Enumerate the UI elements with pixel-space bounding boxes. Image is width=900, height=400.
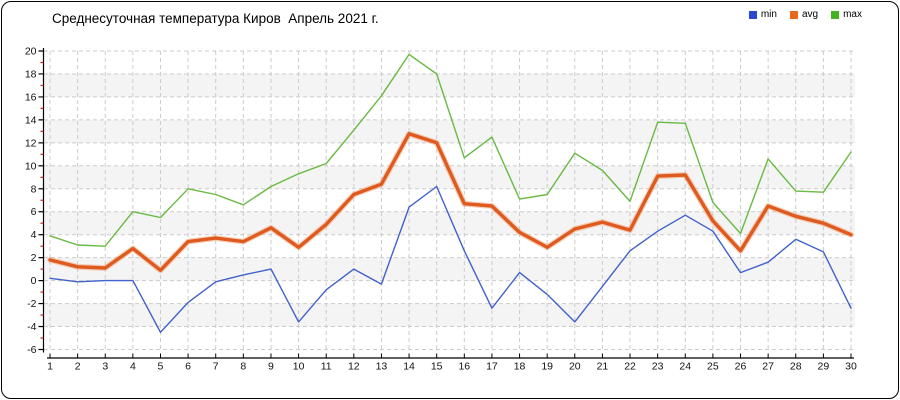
x-tick-label: 29 — [818, 361, 830, 373]
legend-label-avg: avg — [801, 9, 819, 20]
y-tick-label: 20 — [25, 46, 37, 58]
min-swatch-icon — [748, 11, 757, 19]
x-tick-label: 24 — [679, 361, 691, 373]
x-tick-label: 26 — [735, 361, 747, 373]
legend-item-max[interactable]: max — [831, 10, 862, 20]
y-tick-label: 16 — [25, 91, 37, 103]
x-tick-label: 7 — [213, 361, 219, 373]
x-tick-label: 1 — [47, 361, 53, 373]
x-tick-label: 12 — [348, 361, 360, 373]
x-tick-label: 28 — [790, 361, 802, 373]
x-tick-label: 6 — [185, 361, 191, 373]
y-tick-label: 2 — [31, 252, 37, 264]
x-tick-label: 19 — [541, 361, 553, 373]
x-tick-label: 22 — [624, 361, 636, 373]
x-tick-label: 13 — [376, 361, 388, 373]
series-halo-avg — [47, 130, 854, 274]
legend: min avg max — [748, 9, 862, 20]
x-tick-label: 10 — [293, 361, 305, 373]
avg-swatch-icon — [789, 11, 798, 19]
x-tick-label: 4 — [130, 361, 136, 373]
y-tick-label: -4 — [27, 321, 36, 333]
y-tick-label: 12 — [25, 137, 37, 149]
legend-label-min: min — [760, 9, 777, 20]
series-line-max — [49, 53, 852, 247]
x-tick-label: 20 — [569, 361, 581, 373]
x-tick-label: 2 — [75, 361, 81, 373]
x-tick-label: 15 — [431, 361, 443, 373]
y-tick-label: 8 — [31, 183, 37, 195]
plot-band — [44, 303, 855, 327]
y-tick-label: 18 — [25, 68, 37, 80]
legend-item-min[interactable]: min — [748, 9, 777, 20]
plot-band — [44, 211, 855, 235]
x-tick-label: 27 — [762, 361, 774, 373]
plot-band — [44, 73, 855, 97]
x-tick-label: 14 — [403, 361, 415, 373]
x-tick-label: 23 — [652, 361, 664, 373]
y-tick-label: 14 — [25, 114, 37, 126]
y-tick-label: -2 — [27, 298, 36, 310]
max-swatch-icon — [831, 11, 840, 19]
y-tick-label: 6 — [31, 206, 37, 218]
plot-band — [44, 119, 855, 143]
x-tick-label: 25 — [707, 361, 719, 373]
x-tick-label: 9 — [268, 361, 274, 373]
y-tick-label: 10 — [25, 160, 37, 172]
x-tick-label: 18 — [514, 361, 526, 373]
chart-title: Среднесуточная температура Киров Апрель … — [52, 11, 379, 26]
x-tick-label: 11 — [321, 361, 332, 373]
x-tick-label: 8 — [240, 361, 246, 373]
y-tick-label: 0 — [31, 275, 37, 287]
x-tick-label: 16 — [458, 361, 470, 373]
legend-label-max: max — [843, 9, 862, 20]
legend-item-avg[interactable]: avg — [789, 9, 819, 20]
x-tick-label: 30 — [845, 361, 857, 373]
x-tick-label: 5 — [158, 361, 164, 373]
series-line-avg — [48, 131, 853, 272]
y-tick-label: -6 — [27, 344, 36, 356]
x-tick-label: 17 — [486, 361, 498, 373]
x-tick-label: 3 — [102, 361, 108, 373]
y-tick-label: 4 — [31, 229, 37, 241]
x-tick-label: 21 — [597, 361, 609, 373]
series-line-min — [49, 185, 852, 333]
